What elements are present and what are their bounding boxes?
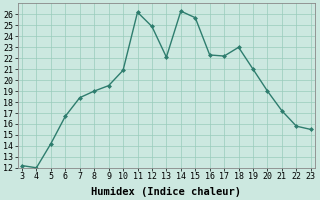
X-axis label: Humidex (Indice chaleur): Humidex (Indice chaleur)	[92, 186, 241, 197]
